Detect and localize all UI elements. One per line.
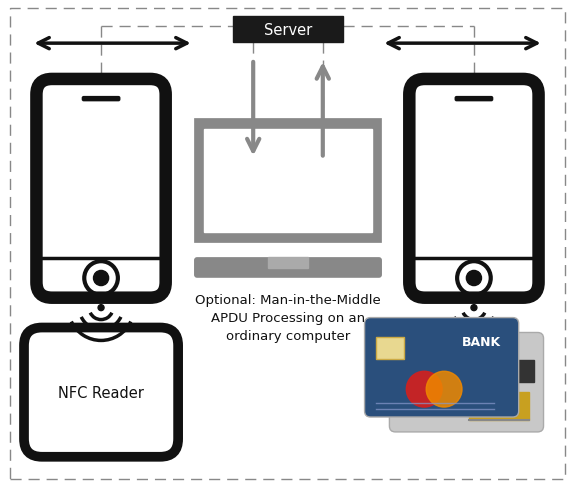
Circle shape: [407, 371, 442, 407]
FancyBboxPatch shape: [377, 338, 404, 360]
FancyBboxPatch shape: [409, 80, 539, 298]
Bar: [205, 130, 371, 233]
FancyBboxPatch shape: [389, 333, 543, 432]
FancyBboxPatch shape: [198, 124, 377, 239]
Circle shape: [466, 271, 481, 286]
Circle shape: [471, 305, 477, 311]
FancyBboxPatch shape: [455, 97, 493, 102]
Circle shape: [94, 271, 109, 286]
FancyBboxPatch shape: [365, 318, 519, 417]
FancyBboxPatch shape: [36, 80, 166, 298]
Text: Optional: Man-in-the-Middle
APDU Processing on an
ordinary computer: Optional: Man-in-the-Middle APDU Process…: [195, 293, 381, 342]
Bar: [233, 17, 343, 43]
Bar: [400, 361, 534, 383]
Circle shape: [98, 305, 104, 311]
Bar: [269, 258, 308, 269]
Text: Server: Server: [264, 22, 312, 38]
Text: BANK: BANK: [462, 336, 501, 349]
Bar: [469, 392, 528, 420]
FancyBboxPatch shape: [82, 97, 120, 102]
Text: NFC Reader: NFC Reader: [58, 385, 144, 400]
Circle shape: [426, 371, 462, 407]
FancyBboxPatch shape: [24, 328, 178, 457]
FancyBboxPatch shape: [194, 258, 382, 278]
